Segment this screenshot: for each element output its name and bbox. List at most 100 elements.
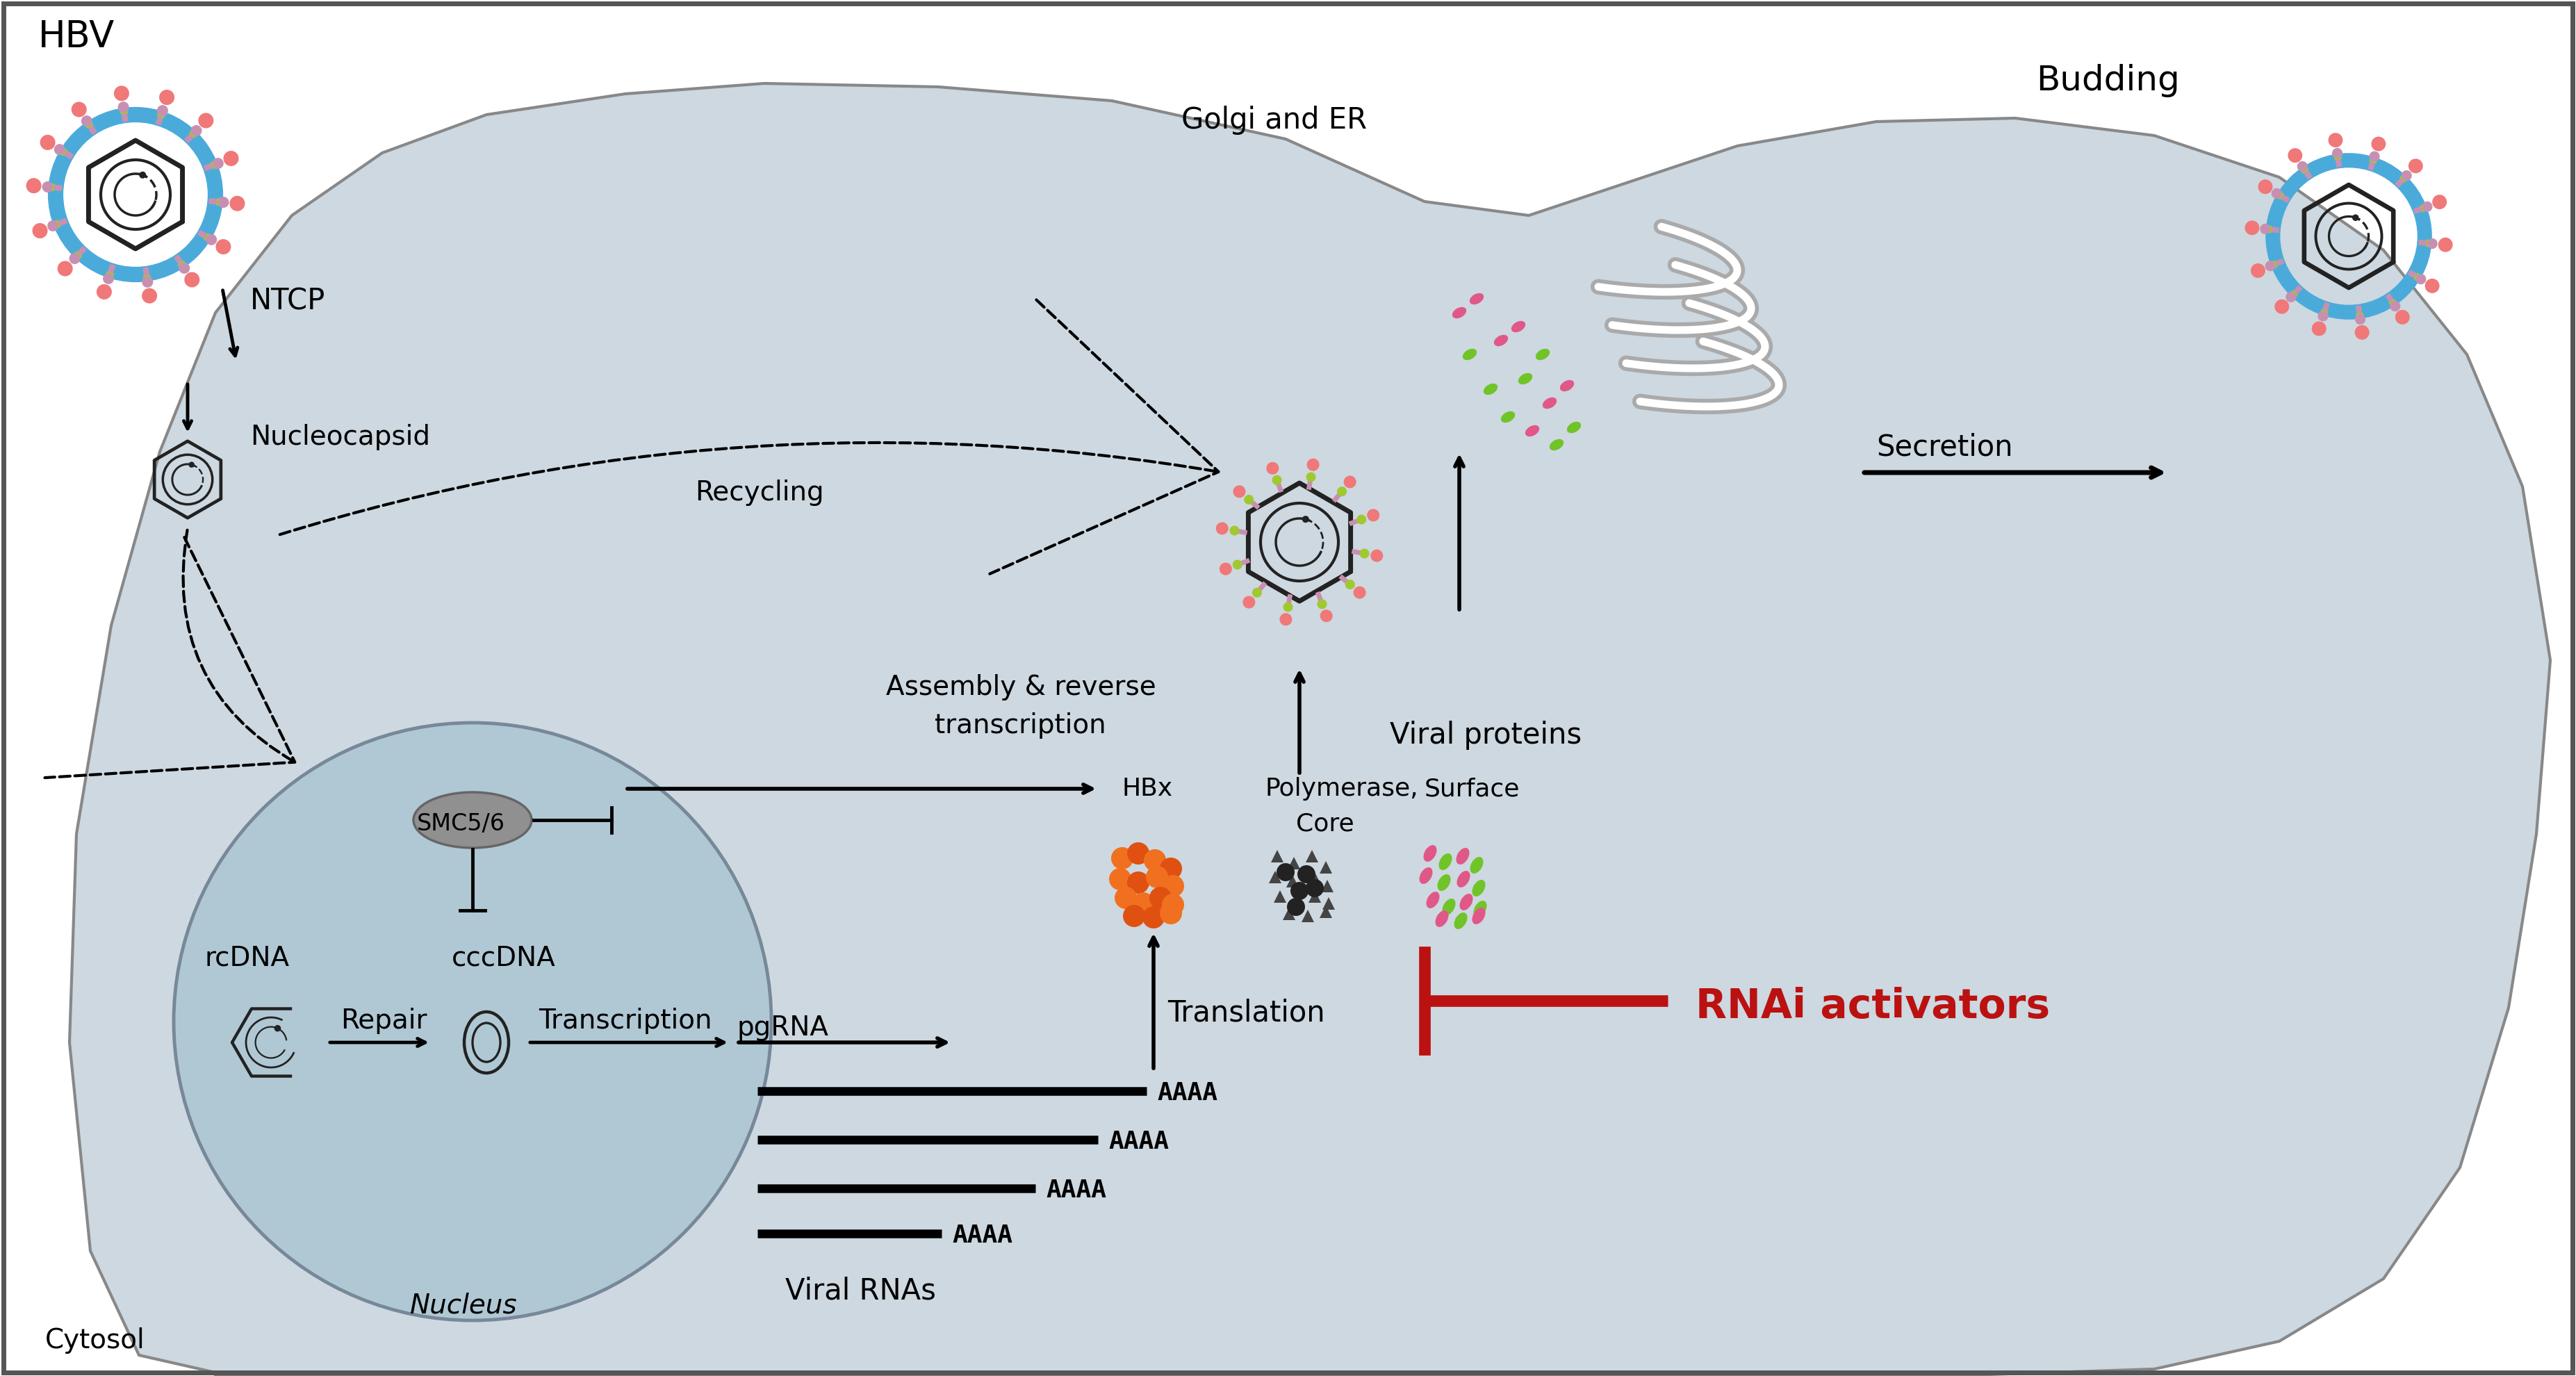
Circle shape: [1162, 893, 1185, 916]
Ellipse shape: [1458, 871, 1471, 888]
Circle shape: [1229, 526, 1239, 535]
Circle shape: [95, 285, 111, 300]
Circle shape: [1128, 871, 1149, 893]
Circle shape: [1345, 579, 1355, 589]
Circle shape: [219, 197, 229, 208]
Circle shape: [1280, 614, 1293, 626]
Circle shape: [103, 272, 113, 285]
Text: Assembly & reverse: Assembly & reverse: [886, 674, 1157, 700]
Ellipse shape: [1471, 908, 1486, 925]
Circle shape: [70, 253, 80, 264]
Ellipse shape: [1471, 293, 1484, 304]
Circle shape: [2354, 314, 2365, 325]
Circle shape: [1283, 603, 1293, 612]
Circle shape: [1288, 899, 1306, 916]
Circle shape: [273, 1025, 281, 1032]
Polygon shape: [1319, 905, 1332, 918]
Circle shape: [142, 277, 152, 288]
Text: transcription: transcription: [935, 713, 1105, 739]
Polygon shape: [1291, 896, 1303, 908]
Ellipse shape: [1517, 373, 1533, 384]
Polygon shape: [1306, 870, 1319, 882]
Text: Nucleocapsid: Nucleocapsid: [250, 424, 430, 450]
Circle shape: [191, 125, 201, 136]
Circle shape: [2409, 158, 2424, 173]
Text: AAAA: AAAA: [1108, 1130, 1170, 1153]
Ellipse shape: [1437, 874, 1450, 890]
Circle shape: [2421, 201, 2432, 212]
Circle shape: [160, 89, 175, 105]
Circle shape: [1146, 866, 1167, 888]
Circle shape: [2272, 189, 2282, 198]
Circle shape: [1352, 586, 1365, 599]
Circle shape: [2244, 220, 2259, 235]
Circle shape: [2331, 149, 2342, 158]
Ellipse shape: [1435, 911, 1448, 927]
Text: Translation: Translation: [1167, 999, 1324, 1028]
Circle shape: [1234, 486, 1247, 498]
Circle shape: [2287, 149, 2303, 162]
Circle shape: [229, 195, 245, 211]
Circle shape: [2427, 238, 2437, 249]
Circle shape: [1159, 903, 1182, 925]
Ellipse shape: [1551, 439, 1564, 450]
Polygon shape: [1270, 850, 1283, 863]
Text: Cytosol: Cytosol: [46, 1328, 144, 1354]
Circle shape: [1162, 875, 1185, 897]
Circle shape: [198, 113, 214, 128]
Ellipse shape: [1463, 348, 1476, 361]
Circle shape: [57, 261, 72, 277]
Circle shape: [1144, 849, 1167, 871]
Text: RNAi activators: RNAi activators: [1695, 987, 2050, 1026]
Polygon shape: [1321, 897, 1334, 910]
Circle shape: [1370, 549, 1383, 561]
Circle shape: [54, 144, 64, 155]
Text: Viral RNAs: Viral RNAs: [786, 1277, 935, 1306]
Text: Viral proteins: Viral proteins: [1391, 721, 1582, 750]
FancyArrowPatch shape: [281, 300, 1218, 574]
Circle shape: [1216, 522, 1229, 535]
Text: Polymerase,: Polymerase,: [1265, 777, 1417, 801]
Circle shape: [1252, 588, 1262, 597]
Text: pgRNA: pgRNA: [737, 1014, 829, 1042]
Ellipse shape: [1419, 867, 1432, 883]
Text: Secretion: Secretion: [1875, 432, 2012, 461]
Circle shape: [33, 223, 46, 238]
Circle shape: [2275, 300, 2290, 314]
Text: SMC5/6: SMC5/6: [417, 812, 505, 835]
Circle shape: [2424, 278, 2439, 293]
Text: cccDNA: cccDNA: [451, 945, 556, 971]
Circle shape: [1242, 596, 1255, 608]
Circle shape: [2298, 161, 2308, 172]
Text: Surface: Surface: [1425, 777, 1520, 801]
Circle shape: [1301, 516, 1309, 523]
Ellipse shape: [1484, 384, 1497, 395]
Ellipse shape: [1494, 334, 1507, 347]
Ellipse shape: [1471, 879, 1486, 896]
Text: AAAA: AAAA: [1157, 1082, 1218, 1105]
Circle shape: [1110, 848, 1133, 870]
Circle shape: [2396, 310, 2409, 325]
Circle shape: [224, 151, 240, 166]
Circle shape: [206, 234, 216, 245]
Circle shape: [185, 272, 198, 288]
Circle shape: [1110, 868, 1131, 890]
Polygon shape: [1321, 879, 1334, 892]
Circle shape: [1316, 599, 1327, 610]
Circle shape: [2432, 194, 2447, 209]
Circle shape: [2391, 301, 2401, 311]
Text: HBV: HBV: [39, 19, 116, 55]
Circle shape: [1306, 458, 1319, 471]
Polygon shape: [1319, 861, 1332, 874]
Circle shape: [1141, 907, 1164, 929]
Circle shape: [1273, 475, 1283, 484]
Text: Recycling: Recycling: [696, 479, 824, 506]
Ellipse shape: [1443, 899, 1455, 915]
Ellipse shape: [1440, 853, 1453, 870]
Polygon shape: [1309, 890, 1321, 903]
Ellipse shape: [1427, 892, 1440, 908]
Circle shape: [188, 462, 196, 468]
Circle shape: [211, 158, 224, 169]
Circle shape: [118, 102, 129, 113]
Polygon shape: [1306, 850, 1319, 863]
